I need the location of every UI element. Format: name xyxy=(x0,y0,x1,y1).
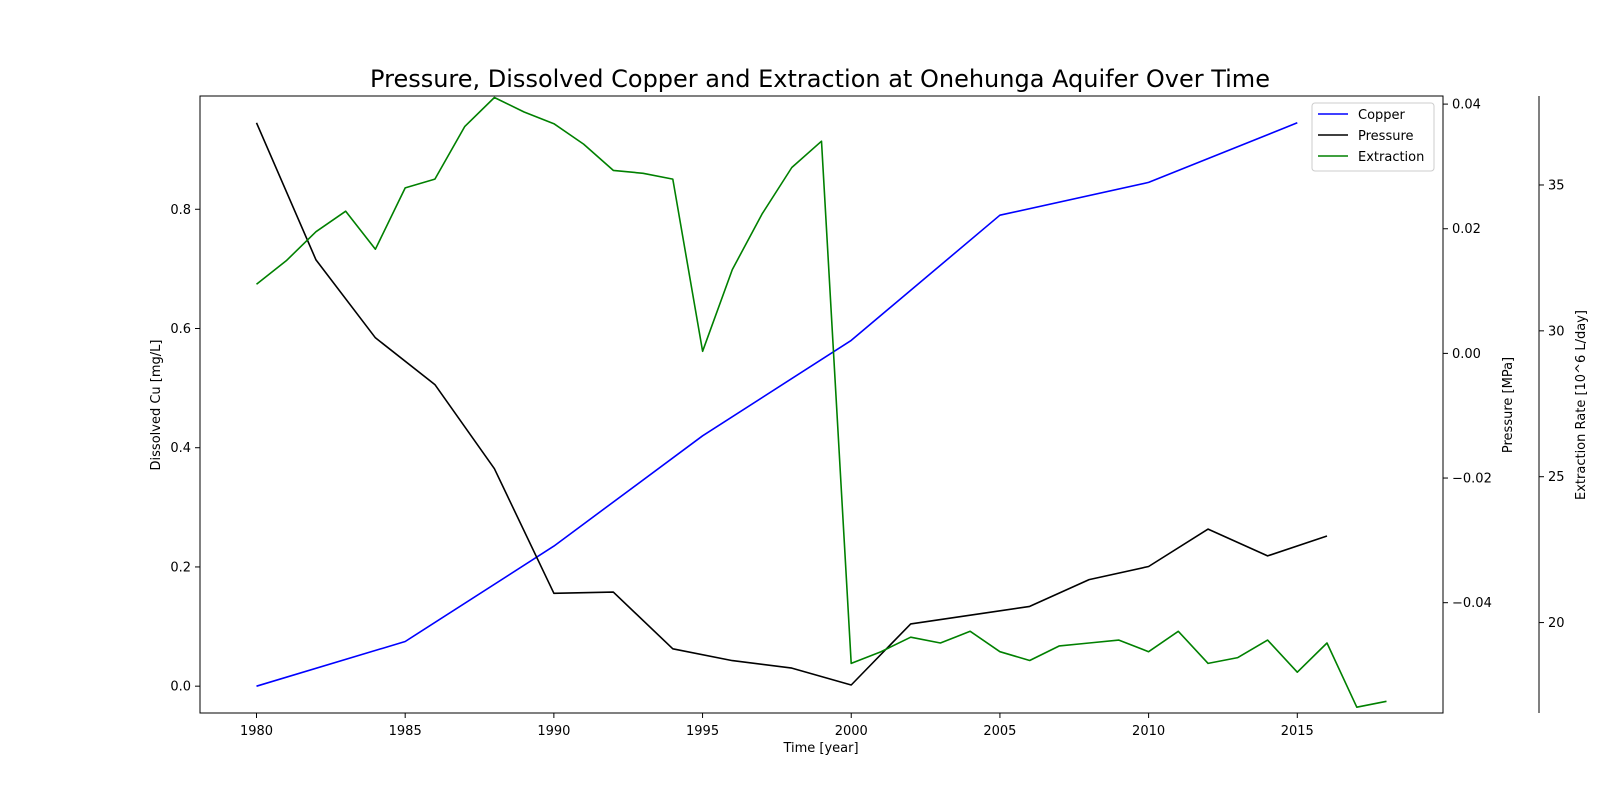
x-tick-label-2000: 2000 xyxy=(835,724,868,739)
x-tick-label-1990: 1990 xyxy=(537,724,570,739)
pressure-line xyxy=(255,122,1328,686)
pressure-y-axis: −0.04 −0.02 0.00 0.02 0.04 xyxy=(1443,98,1492,611)
legend-label-pressure: Pressure xyxy=(1358,129,1414,144)
x-tick-label-1980: 1980 xyxy=(240,724,273,739)
legend: Copper Pressure Extraction xyxy=(1311,102,1435,172)
x-axis-title: Time [year] xyxy=(782,741,858,756)
extraction-y-tick-label-2: 30 xyxy=(1548,324,1565,339)
copper-y-tick-label-0: 0.0 xyxy=(170,680,191,695)
x-tick-label-1995: 1995 xyxy=(686,724,719,739)
x-tick-label-2010: 2010 xyxy=(1132,724,1165,739)
extraction-axis-title: Extraction Rate [10^6 L/day] xyxy=(1574,310,1589,500)
copper-axis-title: Dissolved Cu [mg/L] xyxy=(149,340,164,471)
legend-label-extraction: Extraction xyxy=(1358,150,1424,165)
copper-y-tick-label-4: 0.8 xyxy=(170,203,191,218)
copper-y-tick-label-2: 0.4 xyxy=(170,441,191,456)
chart-title: Pressure, Dissolved Copper and Extractio… xyxy=(370,65,1270,93)
copper-y-axis: 0.0 0.2 0.4 0.6 0.8 xyxy=(170,203,200,695)
extraction-line xyxy=(256,96,1387,709)
pressure-y-tick-label-1: −0.02 xyxy=(1452,472,1492,487)
x-tick-label-1985: 1985 xyxy=(389,724,422,739)
legend-box xyxy=(1311,102,1435,172)
pressure-y-tick-label-3: 0.02 xyxy=(1452,222,1481,237)
copper-line xyxy=(256,122,1298,687)
pressure-y-tick-label-0: −0.04 xyxy=(1452,596,1492,611)
pressure-axis-title: Pressure [MPa] xyxy=(1501,357,1516,453)
plot-frame xyxy=(199,95,1444,714)
series-layer xyxy=(255,96,1387,709)
extraction-y-tick-label-3: 35 xyxy=(1548,178,1565,193)
x-axis: 1980 1985 1990 1995 2000 2005 2010 2015 xyxy=(240,713,1314,739)
copper-y-tick-label-3: 0.6 xyxy=(170,322,191,337)
extraction-y-tick-label-0: 20 xyxy=(1548,616,1565,631)
legend-label-copper: Copper xyxy=(1358,108,1406,123)
extraction-y-axis: 20 25 30 35 xyxy=(1539,178,1565,631)
pressure-y-tick-label-2: 0.00 xyxy=(1452,347,1481,362)
copper-y-tick-label-1: 0.2 xyxy=(170,560,191,575)
extraction-y-tick-label-1: 25 xyxy=(1548,470,1565,485)
x-tick-label-2015: 2015 xyxy=(1281,724,1314,739)
x-tick-label-2005: 2005 xyxy=(983,724,1016,739)
pressure-y-tick-label-4: 0.04 xyxy=(1452,98,1481,113)
